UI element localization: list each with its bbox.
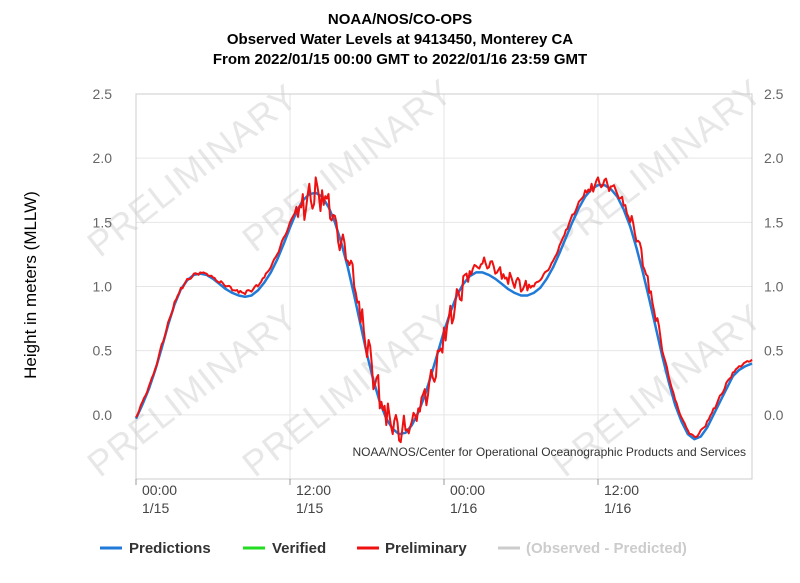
x-tick-time: 00:00 — [142, 482, 177, 498]
y-tick-label-left: 2.0 — [93, 150, 113, 166]
y-tick-label-left: 1.5 — [93, 214, 113, 230]
y-tick-label-right: 2.5 — [764, 86, 784, 102]
grid-lines — [135, 93, 752, 479]
legend-label-preliminary: Preliminary — [385, 540, 467, 557]
legend-item-verified[interactable]: Verified — [243, 540, 326, 557]
chart-title-line-2: Observed Water Levels at 9413450, Monter… — [227, 31, 573, 48]
y-tick-label-right: 1.0 — [764, 279, 784, 295]
x-tick-time: 12:00 — [296, 482, 331, 498]
x-tick-date: 1/15 — [142, 500, 169, 516]
x-ticks: 00:00 1/15 12:00 1/15 00:00 1/16 12:00 1/16 — [135, 479, 639, 516]
y-tick-label-right: 0.5 — [764, 343, 784, 359]
y-tick-label-right: 0.0 — [764, 407, 784, 423]
x-tick-date: 1/16 — [604, 500, 631, 516]
series-line-preliminary — [135, 176, 753, 444]
series-layer — [134, 176, 753, 444]
y-axis-label: Height in meters (MLLW) — [21, 191, 40, 379]
legend-item-observed-minus-predicted[interactable]: (Observed - Predicted) — [498, 540, 687, 557]
legend-label-predictions: Predictions — [129, 540, 211, 557]
legend-label-observed-minus-predicted: (Observed - Predicted) — [526, 540, 687, 557]
legend-label-verified: Verified — [272, 540, 326, 557]
y-tick-label-left: 1.0 — [93, 279, 113, 295]
y-ticks-left: 2.5 2.0 1.5 1.0 0.5 0.0 — [93, 86, 113, 423]
y-tick-label-left: 2.5 — [93, 86, 113, 102]
watermark-text: PRELIMINARY — [544, 71, 770, 260]
y-tick-label-right: 1.5 — [764, 214, 784, 230]
legend-item-preliminary[interactable]: Preliminary — [357, 540, 467, 557]
legend-item-predictions[interactable]: Predictions — [100, 540, 211, 557]
x-tick-date: 1/16 — [450, 500, 477, 516]
y-tick-label-left: 0.5 — [93, 343, 113, 359]
y-ticks-right: 2.5 2.0 1.5 1.0 0.5 0.0 — [764, 86, 784, 423]
y-tick-label-right: 2.0 — [764, 150, 784, 166]
chart-title-line-1: NOAA/NOS/CO-OPS — [328, 11, 472, 28]
legend: Predictions Verified Preliminary (Observ… — [100, 540, 687, 557]
x-tick-time: 12:00 — [604, 482, 639, 498]
credit-text: NOAA/NOS/Center for Operational Oceanogr… — [352, 445, 746, 459]
x-tick-time: 00:00 — [450, 482, 485, 498]
x-tick-date: 1/15 — [296, 500, 323, 516]
chart-title-line-3: From 2022/01/15 00:00 GMT to 2022/01/16 … — [213, 51, 587, 68]
y-tick-label-left: 0.0 — [93, 407, 113, 423]
